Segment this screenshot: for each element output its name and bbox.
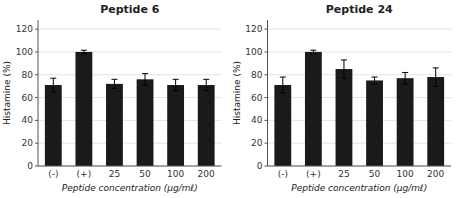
tick-label: 25 [338,169,349,179]
error-bar [433,68,439,86]
tick-label: 200 [427,169,444,179]
grid-line [38,97,222,98]
title: Peptide 24 [326,3,393,16]
grid-line [268,166,452,167]
x-axis-line [38,166,222,167]
error-bar [203,79,209,90]
error-bar [173,79,179,90]
marks [274,50,444,166]
bar [274,85,291,166]
bar [137,79,154,166]
tick-label: 100 [397,169,414,179]
bar [45,85,62,166]
grid-line [268,51,452,52]
grid-line [38,51,222,52]
tick-label: (-) [48,169,58,179]
bar [366,80,383,166]
grid-line [268,120,452,121]
x-axis-label: Peptide concentration (μg/mℓ) [62,183,198,193]
tick-label: 0 [27,161,33,171]
tick-label: (+) [77,169,92,179]
error-bar [280,77,286,93]
tick-label: 20 [251,138,263,148]
tick-label: 100 [16,47,33,57]
error-bar [81,50,87,53]
tick-label: 40 [22,115,34,125]
error-bar [50,78,56,92]
chart-root: 020406080100120(-)(+)2550100200Peptide 6… [0,0,459,198]
bar [167,85,184,166]
error-bar [341,60,347,78]
tick-label: 100 [167,169,184,179]
bar [427,77,444,166]
grid-line [38,143,222,144]
panel: 0 20 40 60 80 100 120 (-) (+) 25 50 100 200 Peptide 2… [232,3,452,193]
tick-label: 20 [22,138,34,148]
title: Peptide 6 [100,3,160,16]
tick-label: 120 [16,24,33,34]
marks [45,50,215,166]
error-bar [372,77,378,84]
tick-label: 50 [369,169,381,179]
grid-line [268,97,452,98]
tick-label: 60 [22,93,34,103]
y-axis-line [267,20,268,166]
error-bar [142,74,148,85]
y-axis-label: Histamine (%) [2,61,12,125]
grid-line [38,120,222,121]
bar [305,52,322,166]
grid-line [38,166,222,167]
x-axis-label: Peptide concentration (μg/mℓ) [291,183,427,193]
tick-label: 120 [245,24,262,34]
tick-label: 50 [139,169,151,179]
tick-label: (+) [306,169,321,179]
bar [397,78,414,166]
grid-line [268,29,452,30]
grid-line [268,74,452,75]
tick-label: 0 [257,161,263,171]
bar [198,85,215,166]
error-bar [402,72,408,83]
grid-line [38,29,222,30]
tick-label: 25 [109,169,120,179]
tick-label: 200 [198,169,215,179]
grid-line [268,143,452,144]
tick-label: (-) [278,169,288,179]
panel: 0 20 40 60 80 100 120 (-) (+) 25 50 100 200 Peptide 6… [2,3,222,193]
bar [106,84,123,166]
bar [75,52,92,166]
tick-label: 80 [251,70,263,80]
grid-line [38,74,222,75]
tick-label: 100 [245,47,262,57]
error-bar [111,79,117,88]
tick-label: 40 [251,115,263,125]
y-axis-label: Histamine (%) [232,61,242,125]
bar [336,69,353,166]
x-axis-line [268,166,452,167]
tick-label: 80 [22,70,34,80]
error-bar [310,50,316,53]
y-axis-line [38,20,39,166]
tick-label: 60 [251,93,263,103]
